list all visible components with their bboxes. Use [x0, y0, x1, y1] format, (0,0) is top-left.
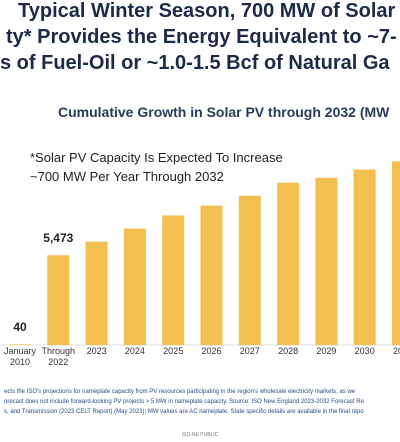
- x-tick-label: 2028: [278, 346, 299, 356]
- value-label: 40: [13, 320, 27, 335]
- bar: [277, 182, 300, 345]
- value-label: 5,473: [43, 231, 74, 246]
- bar: [162, 215, 185, 345]
- bar: [85, 241, 108, 345]
- bar: [47, 255, 70, 345]
- footnote: orecast does not include forward-looking…: [4, 399, 364, 405]
- bar: [238, 195, 261, 345]
- x-tick-label: 2031: [392, 346, 400, 356]
- title-line: ty* Provides the Energy Equivalent to ~7…: [6, 26, 397, 48]
- x-tick-label: 2030: [354, 346, 375, 356]
- x-tick-label: 2026: [201, 346, 222, 356]
- x-tick-label: January 2010: [3, 346, 37, 367]
- x-tick-label: 2023: [86, 346, 107, 356]
- x-tick-label: Through 2022: [41, 346, 76, 367]
- footnote: ects the ISO's projections for nameplate…: [4, 389, 356, 395]
- x-tick-label: 2024: [124, 346, 145, 356]
- bar: [200, 205, 223, 345]
- bar: [9, 344, 31, 345]
- bar: [353, 169, 376, 345]
- x-tick-label: 2027: [239, 346, 260, 356]
- title-line: Typical Winter Season, 700 MW of Solar: [18, 0, 396, 22]
- annotation: *Solar PV Capacity Is Expected To Increa…: [30, 150, 283, 165]
- bar: [315, 177, 338, 345]
- x-tick-label: 2025: [163, 346, 184, 356]
- title-line: s of Fuel-Oil or ~1.0-1.5 Bcf of Natural…: [0, 52, 390, 74]
- bar: [392, 161, 400, 345]
- x-tick-label: 2029: [316, 346, 337, 356]
- footer: ISO-NE PUBLIC: [181, 432, 219, 438]
- footnote: s, and Transmission (2023 CELT Report) (…: [4, 409, 364, 415]
- chart-title: Cumulative Growth in Solar PV through 20…: [58, 104, 390, 120]
- bar: [123, 228, 146, 345]
- annotation: ~700 MW Per Year Through 2032: [30, 169, 224, 184]
